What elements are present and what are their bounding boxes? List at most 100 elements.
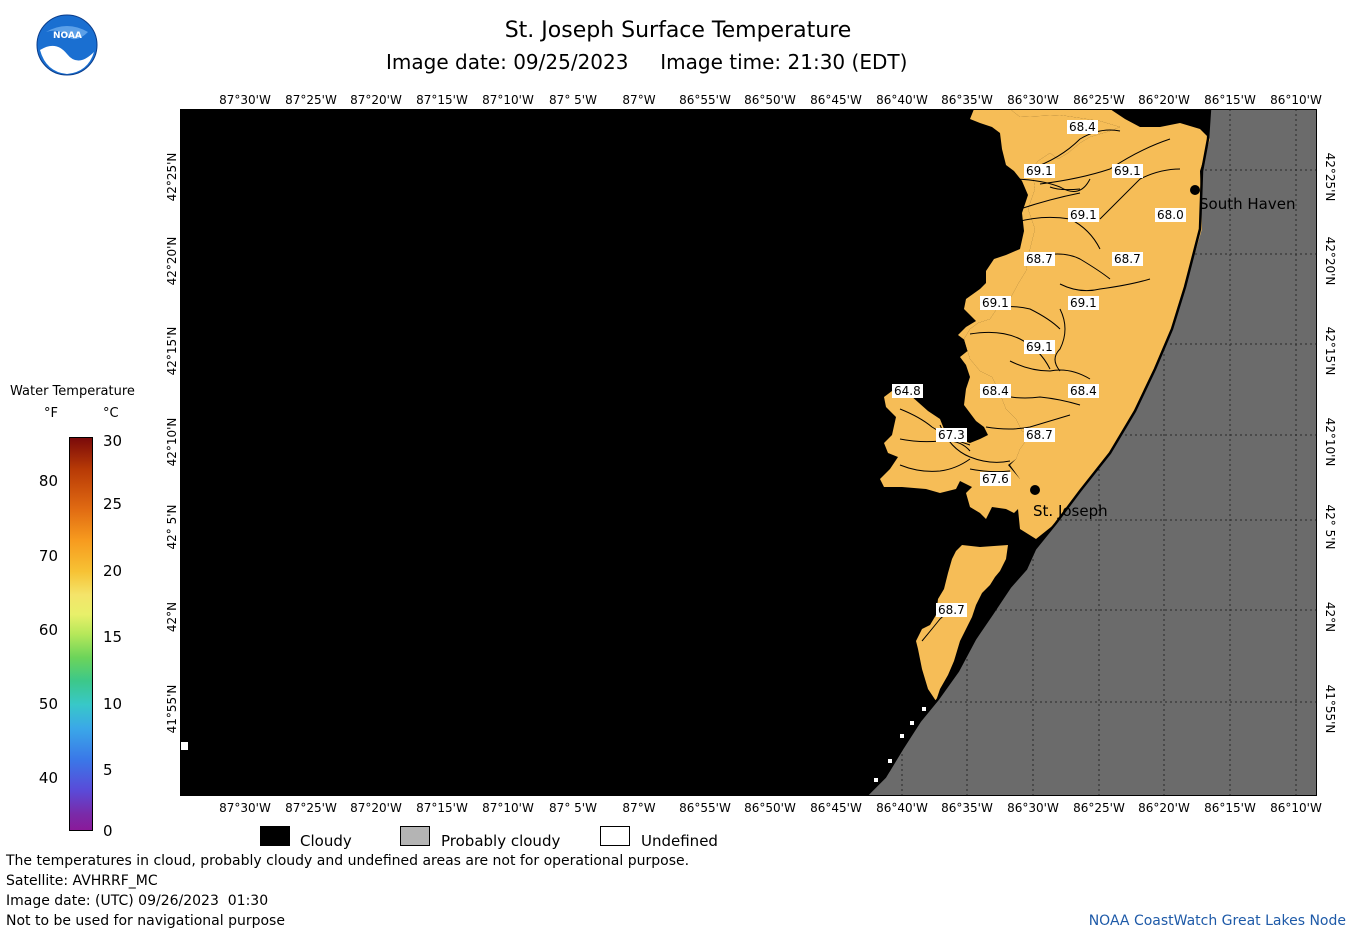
lon-label: 87°20'W [350, 801, 402, 815]
legend-unit-c: °C [103, 406, 119, 421]
key-undefined-label: Undefined [641, 832, 718, 850]
logo-text: NOAA [53, 31, 82, 41]
city-marker-icon [1030, 485, 1040, 495]
footer-note: The temperatures in cloud, probably clou… [6, 853, 690, 869]
lon-label: 86°55'W [679, 93, 731, 107]
footer-satellite: Satellite: AVHRRF_MC [6, 873, 158, 889]
legend-tick-f: 80 [38, 472, 58, 490]
svg-text:68.0: 68.0 [1157, 208, 1184, 222]
lon-label: 86°25'W [1073, 93, 1125, 107]
lat-label: 41°55'N [165, 684, 179, 734]
city-marker-icon [1190, 185, 1200, 195]
svg-text:68.7: 68.7 [938, 603, 965, 617]
key-cloudy-label: Cloudy [300, 832, 352, 850]
legend-tick-c: 5 [103, 761, 113, 779]
lon-label: 86°20'W [1138, 801, 1190, 815]
key-probably-cloudy-label: Probably cloudy [441, 832, 561, 850]
land-area [866, 109, 1317, 796]
svg-text:67.3: 67.3 [938, 428, 965, 442]
lat-label: 42°15'N [165, 326, 179, 376]
svg-text:69.1: 69.1 [982, 296, 1009, 310]
svg-text:68.4: 68.4 [1070, 384, 1097, 398]
key-cloudy-swatch [260, 826, 290, 846]
footer-utc-date: Image date: (UTC) 09/26/2023 01:30 [6, 893, 269, 909]
lon-label: 87°10'W [482, 93, 534, 107]
legend-tick-c: 30 [103, 432, 123, 450]
lon-label: 87°15'W [416, 93, 468, 107]
lon-label: 86°35'W [941, 801, 993, 815]
lon-label: 86°55'W [679, 801, 731, 815]
city-south-haven[interactable]: South Haven [1190, 185, 1295, 213]
temperature-map[interactable]: 68.4 69.1 69.1 69.1 68.0 68.7 68.7 69.1 … [180, 109, 1317, 796]
lon-label: 87°25'W [285, 93, 337, 107]
temperature-label: 64.8 [892, 384, 923, 398]
footer-credit: NOAA CoastWatch Great Lakes Node [1088, 913, 1346, 929]
lon-label: 86°20'W [1138, 93, 1190, 107]
legend-tick-f: 70 [38, 547, 58, 565]
lon-label: 86°10'W [1270, 801, 1322, 815]
legend-tick-f: 40 [38, 769, 58, 787]
footer-disclaimer: Not to be used for navigational purpose [6, 913, 285, 929]
temperature-label: 68.4 [980, 384, 1011, 398]
lon-label: 87° 5'W [549, 93, 597, 107]
lon-label: 86°30'W [1007, 801, 1059, 815]
lon-label: 86°45'W [810, 93, 862, 107]
temperature-label: 69.1 [1112, 164, 1143, 178]
lat-label: 41°55'N [1323, 684, 1337, 734]
lat-label: 42°25'N [165, 152, 179, 202]
temperature-label: 68.0 [1155, 208, 1186, 222]
key-probably-cloudy-swatch [400, 826, 430, 846]
temperature-label: 69.1 [980, 296, 1011, 310]
legend-tick-c: 15 [103, 628, 123, 646]
temperature-label: 68.7 [1112, 252, 1143, 266]
svg-text:69.1: 69.1 [1070, 208, 1097, 222]
svg-text:68.7: 68.7 [1026, 252, 1053, 266]
svg-text:68.7: 68.7 [1114, 252, 1141, 266]
city-st-joseph[interactable]: St. Joseph [1030, 485, 1108, 520]
temperature-label: 68.4 [1067, 120, 1098, 134]
temperature-label: 68.4 [1068, 384, 1099, 398]
svg-text:South Haven: South Haven [1199, 195, 1295, 213]
lon-label: 86°35'W [941, 93, 993, 107]
water-warm-north [880, 109, 1120, 519]
svg-text:68.4: 68.4 [982, 384, 1009, 398]
svg-text:St. Joseph: St. Joseph [1033, 502, 1108, 520]
lat-label: 42°10'N [165, 417, 179, 467]
lon-label: 86°15'W [1204, 93, 1256, 107]
legend-tick-f: 60 [38, 621, 58, 639]
lat-label: 42°25'N [1323, 152, 1337, 202]
legend-title: Water Temperature [10, 384, 135, 399]
lon-label: 86°15'W [1204, 801, 1256, 815]
svg-text:67.6: 67.6 [982, 472, 1009, 486]
key-undefined-swatch [600, 826, 630, 846]
lon-label: 87° 5'W [549, 801, 597, 815]
lon-label: 86°50'W [744, 801, 796, 815]
lat-label: 42°20'N [165, 236, 179, 286]
lon-label: 87°30'W [219, 93, 271, 107]
lat-label: 42° 5'N [1323, 504, 1337, 550]
lon-label: 86°30'W [1007, 93, 1059, 107]
temperature-labels: 68.4 69.1 69.1 69.1 68.0 68.7 68.7 69.1 … [892, 120, 1186, 617]
legend-tick-c: 0 [103, 822, 113, 840]
lon-label: 87°30'W [219, 801, 271, 815]
svg-text:69.1: 69.1 [1026, 164, 1053, 178]
temperature-label: 67.3 [936, 428, 967, 442]
svg-text:69.1: 69.1 [1026, 340, 1053, 354]
svg-text:69.1: 69.1 [1070, 296, 1097, 310]
lat-label: 42° 5'N [165, 504, 179, 550]
undefined-pixels [180, 707, 926, 782]
lon-label: 87°25'W [285, 801, 337, 815]
legend-tick-f: 50 [38, 695, 58, 713]
lon-label: 87°W [622, 801, 656, 815]
lon-label: 86°50'W [744, 93, 796, 107]
map-title: St. Joseph Surface Temperature [504, 18, 852, 43]
coastline [865, 109, 1212, 796]
lon-label: 87°W [622, 93, 656, 107]
temperature-label: 68.7 [1024, 428, 1055, 442]
water-warm-south [916, 545, 1008, 701]
legend-tick-c: 25 [103, 495, 123, 513]
lon-label: 86°40'W [876, 801, 928, 815]
color-scale-bar [69, 437, 93, 831]
legend-unit-f: °F [44, 406, 58, 421]
isotherm-contours [899, 129, 1181, 642]
